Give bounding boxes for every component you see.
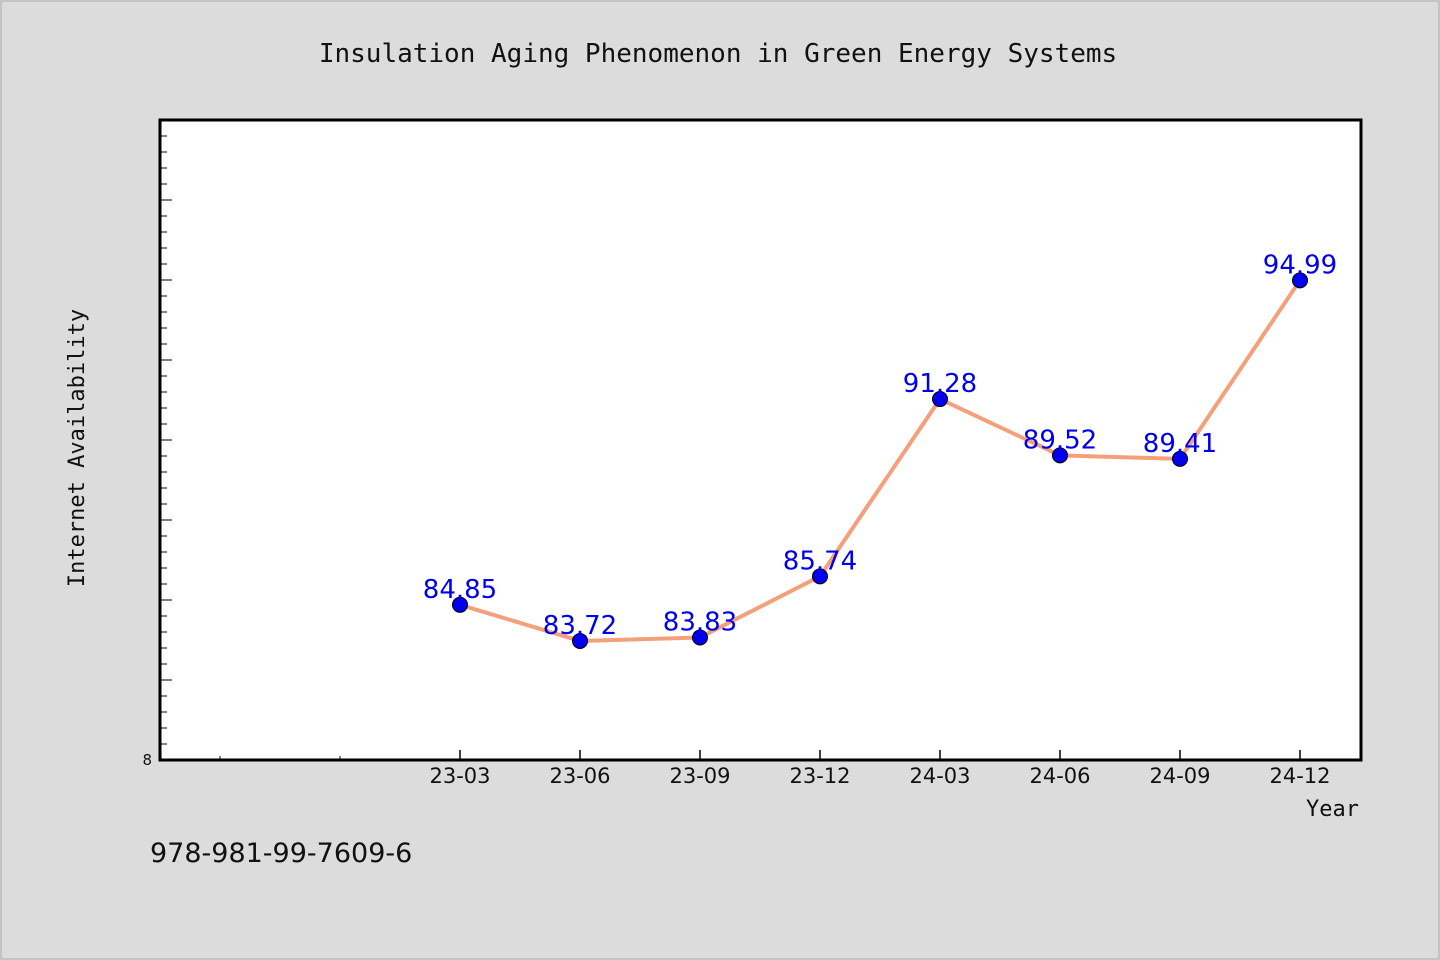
data-label: 89.52 [1023, 425, 1097, 455]
data-point [452, 596, 468, 613]
series-markers [452, 272, 1308, 649]
x-axis-ticks: 23-03 23-06 23-09 23-12 24-03 24-06 24-09 24-12 [219, 750, 1331, 788]
x-tick-label: 24-03 [909, 764, 970, 788]
x-tick-label: 23-09 [669, 764, 730, 788]
x-tick-label: 23-12 [789, 764, 850, 788]
data-label: 85.74 [783, 546, 857, 576]
y-axis-ticks [160, 135, 172, 745]
x-tick-label: 23-06 [549, 764, 610, 788]
data-label: 84.85 [423, 575, 497, 605]
y-tick-label-min: 8 [142, 751, 152, 769]
y-axis-label: Internet Availability [65, 309, 90, 587]
data-point [932, 391, 948, 408]
data-point [812, 568, 828, 585]
chart-title: Insulation Aging Phenomenon in Green Ene… [319, 39, 1117, 69]
data-label: 83.72 [543, 611, 617, 641]
x-tick-label: 24-06 [1029, 764, 1090, 788]
plot-area [158, 118, 1363, 762]
x-tick-label: 23-03 [429, 764, 490, 788]
x-axis-label: Year [1306, 797, 1359, 822]
data-label: 91.28 [903, 369, 977, 399]
series-line [459, 279, 1302, 643]
data-labels: 84.85 83.72 83.83 85.74 91.28 89.52 89.41 94.99 [423, 250, 1337, 641]
isbn-text: 978-981-99-7609-6 [150, 838, 412, 869]
x-tick-label: 24-09 [1149, 764, 1210, 788]
data-label: 89.41 [1143, 429, 1217, 459]
series-line-group [459, 279, 1302, 643]
data-point [692, 629, 708, 646]
data-point [572, 632, 588, 649]
data-point [1172, 450, 1188, 467]
x-tick-label: 24-12 [1269, 764, 1330, 788]
data-point [1292, 272, 1308, 289]
data-label: 94.99 [1263, 250, 1337, 280]
data-label: 83.83 [663, 607, 737, 637]
data-point [1052, 447, 1068, 464]
